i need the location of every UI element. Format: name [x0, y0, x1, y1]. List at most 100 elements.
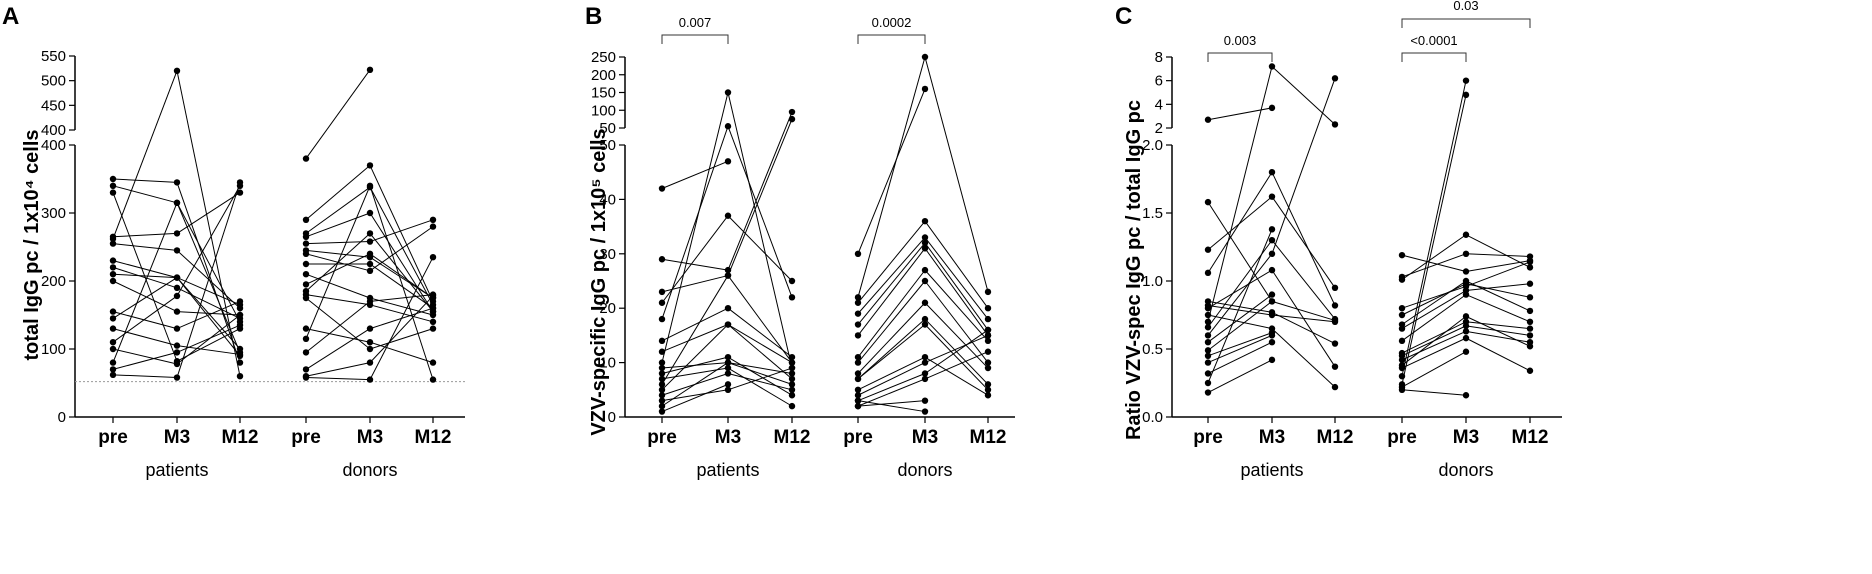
data-point — [429, 376, 437, 383]
subject-line — [857, 400, 926, 407]
subject-line — [176, 202, 241, 323]
data-point — [366, 209, 374, 217]
data-point — [366, 345, 374, 353]
subject-line — [1207, 332, 1273, 357]
subject-line — [661, 324, 729, 353]
subject-line — [661, 160, 729, 189]
subject-line — [305, 69, 371, 159]
data-point — [236, 311, 244, 319]
data-point — [1526, 258, 1534, 266]
subject-line — [112, 277, 178, 319]
subject-line — [112, 295, 178, 343]
data-point — [854, 375, 862, 383]
data-point — [429, 254, 437, 261]
y-tick-label: 20 — [599, 300, 616, 317]
data-point — [984, 392, 992, 399]
data-point — [921, 53, 929, 61]
y-tick-label: 0.0 — [1142, 409, 1163, 426]
data-point — [366, 182, 374, 189]
subject-line — [369, 165, 434, 302]
x-tick-label: M3 — [912, 427, 938, 448]
subject-line — [1401, 294, 1467, 342]
subject-line — [727, 118, 793, 276]
subject-line — [176, 185, 241, 297]
subject-line — [1401, 234, 1467, 281]
x-tick-label: M3 — [164, 427, 190, 448]
data-point — [1398, 356, 1406, 364]
data-point — [854, 359, 862, 366]
data-point — [984, 364, 992, 372]
x-tick-label: M12 — [222, 427, 259, 448]
data-point — [429, 318, 437, 325]
subject-line — [305, 241, 371, 245]
data-point — [658, 408, 666, 415]
subject-line — [305, 362, 371, 377]
subject-line — [369, 186, 434, 306]
data-point — [658, 375, 666, 383]
data-point — [854, 370, 862, 377]
y-tick-label: 1.5 — [1142, 205, 1163, 222]
subject-line — [1207, 269, 1273, 309]
panel-a-letter: A — [2, 3, 19, 30]
data-point — [1462, 77, 1470, 84]
data-point — [109, 371, 117, 379]
data-point — [1268, 339, 1276, 346]
y-axis-label: Ratio VZV-spec IgG pc / total IgG pc — [1123, 100, 1145, 440]
subject-line — [857, 302, 926, 374]
subject-line — [661, 258, 729, 271]
data-point — [788, 370, 796, 377]
subject-line — [661, 324, 729, 391]
data-point — [109, 264, 117, 271]
subject-line — [1401, 337, 1467, 369]
subject-line — [661, 275, 729, 293]
subject-line — [112, 70, 178, 240]
subject-line — [857, 400, 926, 413]
subject-line — [924, 280, 989, 363]
data-point — [921, 370, 929, 377]
data-point — [1398, 325, 1406, 332]
y-tick-label: 40 — [599, 191, 616, 208]
subject-line — [112, 273, 178, 279]
subject-line — [305, 249, 371, 258]
y-tick-label: 250 — [591, 49, 616, 66]
subject-line — [857, 88, 926, 254]
subject-line — [1207, 171, 1273, 274]
data-point — [984, 337, 992, 345]
subject-line — [924, 302, 989, 369]
y-tick-label: 6 — [1155, 73, 1163, 90]
data-point — [921, 277, 929, 285]
x-tick-label: M3 — [715, 427, 741, 448]
subject-line — [305, 186, 371, 234]
data-point — [984, 386, 992, 393]
data-point — [429, 325, 437, 332]
subject-line — [1207, 107, 1273, 121]
x-tick-label: M12 — [1512, 427, 1549, 448]
subject-line — [305, 253, 371, 285]
data-point — [173, 274, 181, 281]
subject-line — [1465, 261, 1531, 287]
y-axis-label: total IgG pc / 1x10⁴ cells — [21, 129, 43, 360]
data-point — [302, 271, 310, 278]
subject-line — [1207, 314, 1273, 330]
significance-bracket — [1207, 52, 1273, 62]
data-point — [724, 386, 732, 393]
data-point — [109, 182, 117, 189]
data-point — [302, 240, 310, 247]
p-value-label: <0.0001 — [1410, 33, 1457, 48]
data-point — [302, 294, 310, 302]
subject-line — [369, 212, 434, 312]
data-point — [1398, 305, 1406, 312]
y-tick-label: 8 — [1155, 49, 1163, 66]
subject-line — [1465, 337, 1531, 372]
subject-line — [1401, 321, 1467, 354]
data-point — [788, 402, 796, 410]
x-tick-label: pre — [647, 427, 677, 448]
data-point — [302, 250, 310, 257]
y-tick-label: 0 — [608, 409, 616, 426]
x-tick-label: pre — [291, 427, 321, 448]
subject-line — [176, 345, 241, 355]
data-point — [1204, 347, 1212, 354]
group-label: donors — [342, 460, 397, 480]
